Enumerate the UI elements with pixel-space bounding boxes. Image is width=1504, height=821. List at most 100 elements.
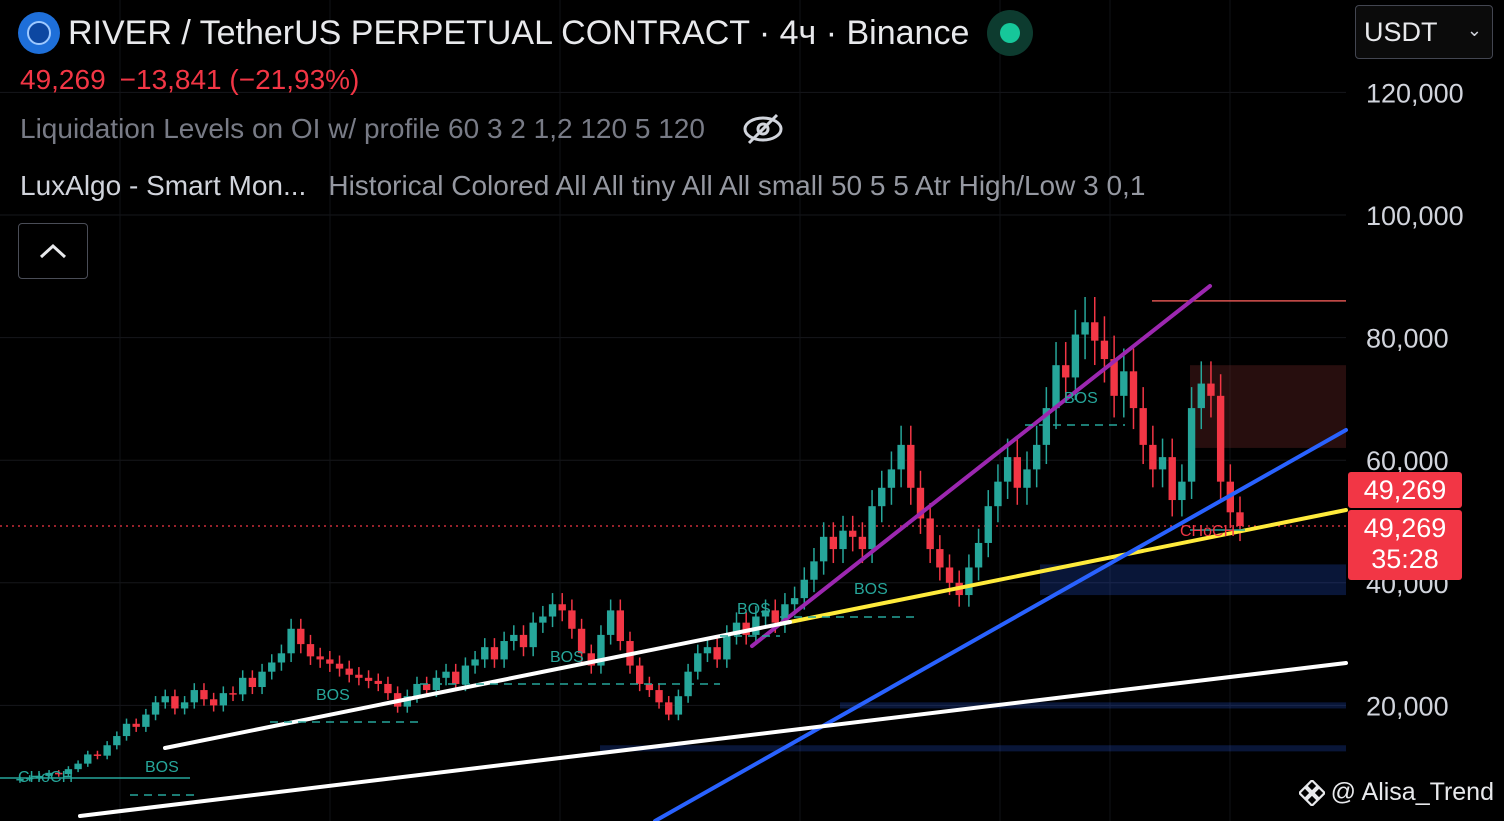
candle-body [1129,371,1138,409]
candle-body [1207,383,1215,396]
candle-body [732,622,741,635]
indicator-legend-liquidation[interactable]: Liquidation Levels on OI w/ profile 60 3… [20,112,785,146]
candle-body [345,668,353,675]
candle-body [819,536,828,562]
indicator-name[interactable]: LuxAlgo - Smart Mon... [20,170,307,201]
candle-body [316,656,324,660]
candle-body [287,628,295,654]
candle-body [297,628,305,645]
candle-body [723,634,731,660]
candle-body [907,444,915,488]
indicator-legend-luxalgo[interactable]: LuxAlgo - Smart Mon... Historical Colored… [20,170,1145,202]
candle-body [655,690,663,703]
eye-slash-icon[interactable] [741,112,785,146]
candle-body [568,610,576,629]
demand-zone [1040,564,1346,596]
candle-body [74,763,82,770]
current-price: 49,269 [20,64,106,95]
purple-channel-line [750,284,1212,648]
candle-body [839,530,847,550]
indicator-label[interactable]: Liquidation Levels on OI w/ profile 60 3… [20,113,705,144]
white-channel-top [163,620,792,750]
candle-body [849,530,857,537]
candle-body [16,778,24,781]
candle-body [974,542,983,568]
candles [16,296,1244,783]
blue-trendline [653,428,1348,821]
candle-body [180,702,189,709]
candle-body [277,653,286,663]
candle-body [190,690,198,703]
candle-body [171,696,179,709]
candle-body [306,644,315,657]
candle-body [1052,365,1060,409]
candle-body [858,536,867,550]
candle-body [752,616,760,635]
candle-body [481,647,489,660]
candle-body [945,567,954,583]
chevron-up-icon [39,243,67,259]
candle-body [1013,457,1021,488]
symbol-header[interactable]: RIVER / TetherUS PERPETUAL CONTRACT · 4ч… [18,10,1034,56]
candle-body [1187,408,1196,482]
candle-body [597,634,605,666]
candle-body [229,693,237,695]
currency-value: USDT [1364,16,1438,47]
candle-body [965,567,973,596]
candle-body [645,683,654,691]
candle-body [558,604,566,611]
candle-body [1158,457,1167,470]
candle-body [1091,322,1099,341]
watermark-text: @ Alisa_Trend [1330,778,1494,806]
candle-body [577,628,586,654]
candle-countdown: 35:28 [1371,544,1439,574]
candle-body [703,647,712,654]
price-axis-tick-label: 20,000 [1366,691,1449,721]
structure-label: BOS [854,581,888,598]
candle-body [452,671,460,684]
annotations: CHoCH BOS BOS BOS BOS BOS BOS CHoCH [0,390,1245,796]
candle-body [45,772,53,776]
candle-body [636,665,644,684]
candle-body [1071,334,1080,378]
candle-body [248,677,257,688]
mark-price-tag: 49,269 35:28 [1348,510,1462,580]
candle-body [606,610,615,635]
candle-body [355,674,363,678]
candle-body [810,561,818,580]
indicator-params: Historical Colored All All tiny All All … [328,170,1146,201]
candle-body [587,653,595,666]
symbol-title[interactable]: RIVER / TetherUS PERPETUAL CONTRACT · 4ч… [68,13,970,52]
candle-body [665,702,673,715]
candle-body [1168,457,1176,501]
candle-body [142,714,150,727]
candle-body [422,683,431,691]
structure-label: BOS [1064,390,1098,407]
candle-body [151,702,160,715]
structure-label: BOS [145,759,179,776]
last-price-value: 49,269 [1363,475,1447,505]
candle-body [374,680,382,684]
candle-body [1178,481,1186,501]
candle-body [209,699,218,706]
candle-body [35,775,44,778]
candle-body [442,671,450,678]
candle-body [1081,322,1089,335]
mark-price-value: 49,269 [1363,513,1447,543]
candle-body [781,604,789,623]
candle-body [829,536,838,550]
candle-body [742,622,750,635]
candle-body [1042,408,1051,445]
currency-select[interactable]: USDT ⌄ [1355,5,1493,59]
zones [0,300,1346,752]
candle-body [936,549,944,568]
collapse-legend-button[interactable] [18,223,88,279]
candle-body [113,736,121,746]
candle-body [1100,340,1109,360]
candle-body [713,647,721,660]
candle-body [268,662,276,672]
candle-body [326,659,334,664]
demand-zone [840,702,1346,709]
